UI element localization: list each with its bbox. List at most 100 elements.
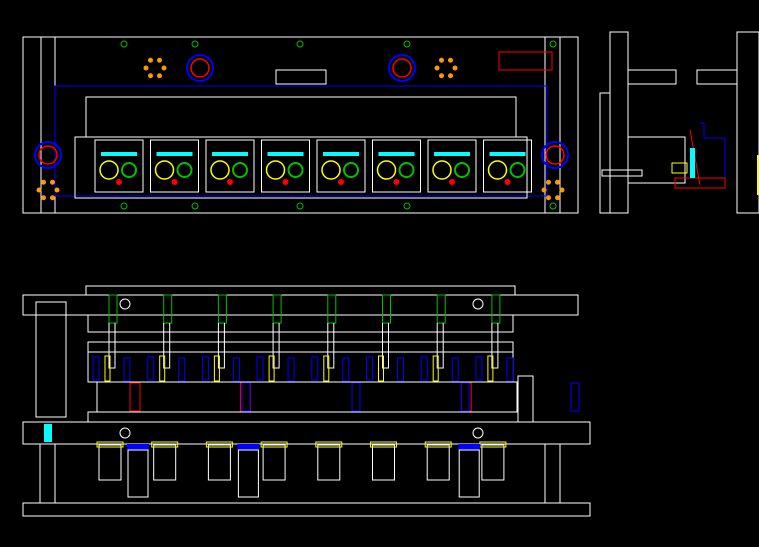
guide-pin — [323, 355, 330, 382]
punch-circle — [509, 162, 526, 178]
plan-left-rail — [40, 36, 56, 214]
plan-strip-area — [74, 136, 528, 199]
guide-block — [351, 382, 361, 412]
punch — [217, 323, 225, 369]
bolt-icon — [555, 195, 560, 201]
plan-view — [22, 36, 579, 214]
side-view — [599, 31, 759, 214]
bolt-icon — [54, 187, 60, 193]
plan-blue-boundary — [54, 85, 548, 197]
guide-pin — [487, 355, 494, 382]
die-insert — [460, 382, 472, 412]
bolt-icon — [143, 65, 149, 71]
bolt-icon — [541, 187, 547, 193]
pilot-hole-icon — [472, 427, 484, 439]
lifter-plate — [458, 444, 481, 450]
front-elevation — [22, 285, 591, 517]
punch-circle — [121, 162, 137, 178]
front-base-plate — [22, 502, 591, 517]
side-cyan-pin — [690, 148, 695, 178]
bolt-icon — [448, 57, 453, 63]
bolt-icon — [41, 195, 46, 201]
bolt-icon — [555, 179, 560, 185]
pilot-circle — [265, 160, 286, 180]
guide-pin — [432, 355, 439, 382]
front-die-backing — [87, 411, 519, 423]
bolt-icon — [148, 73, 153, 79]
nitrogen-cylinder — [426, 444, 450, 481]
guide-pin — [378, 355, 384, 382]
punch-circle — [343, 162, 359, 178]
guide-bushing-circle — [186, 54, 214, 82]
punch-head — [163, 294, 173, 324]
spring — [123, 357, 131, 382]
nitrogen-cylinder — [372, 444, 395, 481]
station-block — [316, 139, 366, 193]
punch-circle — [287, 162, 304, 178]
bolt-icon — [434, 65, 440, 71]
spring — [256, 356, 264, 381]
front-punch-holder — [87, 314, 514, 333]
strip-feature — [378, 152, 415, 156]
guide-bushing-circle — [34, 141, 62, 169]
pilot-circle — [210, 160, 230, 180]
guide-block — [570, 382, 580, 412]
guide-block — [241, 382, 251, 412]
guide-pin — [213, 355, 220, 382]
side-slider — [601, 169, 643, 177]
bolt-icon — [546, 195, 551, 201]
lifter-plate — [127, 444, 149, 450]
pilot-circle — [154, 160, 175, 180]
screw-icon — [120, 40, 128, 48]
spring — [420, 356, 428, 381]
strip-feature — [434, 152, 470, 156]
cylinder-cap — [96, 441, 124, 448]
punch-circle — [398, 162, 415, 178]
strip-feature — [267, 152, 304, 156]
plan-inner-plate — [85, 96, 517, 138]
front-right-leg — [544, 443, 561, 504]
side-upper-right-arm — [696, 69, 738, 85]
station-block — [205, 139, 255, 193]
spring — [342, 357, 350, 382]
plan-red-marker — [498, 51, 553, 71]
spring — [366, 356, 373, 381]
pilot-circle — [99, 160, 119, 180]
cylinder-cap — [315, 441, 343, 448]
bolt-icon — [157, 73, 162, 79]
pilot-hole-icon — [472, 298, 484, 310]
punch-head — [108, 294, 118, 324]
punch-circle — [232, 162, 248, 178]
screw-icon — [120, 202, 128, 210]
front-guide-bushing — [44, 424, 52, 442]
screw-icon — [191, 202, 199, 210]
station-block — [483, 139, 532, 193]
screw-icon — [549, 202, 557, 210]
pin-icon — [338, 179, 344, 185]
bolt-icon — [448, 73, 453, 79]
bolt-icon — [559, 187, 565, 193]
side-right-column — [736, 31, 759, 214]
pin-icon — [282, 179, 289, 185]
side-upper-left-arm — [627, 69, 677, 85]
punch-head — [327, 294, 337, 324]
spring — [311, 356, 319, 381]
strip-feature — [101, 152, 137, 156]
spring — [451, 357, 459, 382]
screw-icon — [191, 40, 199, 48]
lifter-cylinder — [458, 449, 480, 498]
station-block — [261, 139, 310, 193]
screw-icon — [403, 202, 411, 210]
front-left-leg — [39, 443, 56, 504]
pilot-circle — [376, 160, 397, 180]
punch-head — [436, 294, 446, 324]
front-lower-shoe — [22, 421, 591, 445]
pin-icon — [171, 179, 178, 185]
side-yellow-part — [671, 162, 688, 174]
punch-circle — [454, 162, 470, 178]
bolt-icon — [50, 179, 55, 185]
guide-pin — [104, 355, 111, 382]
nitrogen-cylinder — [317, 444, 341, 481]
pilot-circle — [321, 160, 341, 180]
